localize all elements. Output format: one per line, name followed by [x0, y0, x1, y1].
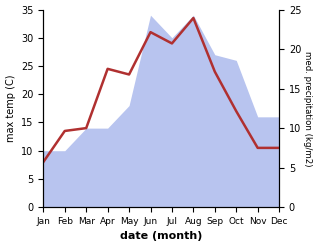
- Y-axis label: max temp (C): max temp (C): [5, 75, 16, 142]
- Y-axis label: med. precipitation (kg/m2): med. precipitation (kg/m2): [303, 51, 313, 166]
- X-axis label: date (month): date (month): [120, 231, 203, 242]
